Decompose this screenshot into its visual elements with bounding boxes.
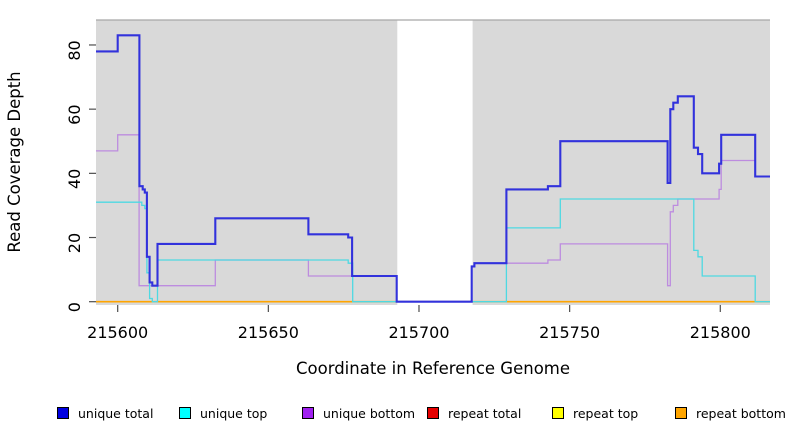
legend-swatch-repeat-top [552, 407, 564, 419]
axis-tick-labels: 215600 215650 215700 215750 215800 0 20 40 60 80 [65, 40, 751, 342]
legend-swatch-unique-top [179, 407, 191, 419]
legend-label: repeat total [448, 405, 522, 421]
legend-swatch-repeat-bottom [675, 407, 687, 419]
legend-label: repeat bottom [696, 405, 786, 421]
y-axis-tick-label: 0 [65, 302, 84, 312]
axis-ticks [89, 44, 721, 312]
series-line-unique-total [96, 34, 770, 303]
y-axis-tick-label: 40 [65, 169, 84, 189]
y-axis-tick-label: 20 [65, 233, 84, 253]
legend-item-unique-bottom: unique bottom [302, 402, 415, 424]
legend-item-repeat-total: repeat total [427, 402, 521, 424]
legend-swatch-unique-total [57, 407, 69, 419]
x-axis-tick-label: 215700 [388, 323, 449, 342]
x-axis-tick-label: 215800 [690, 323, 751, 342]
series-line-unique-bottom [96, 134, 770, 303]
y-axis-title: Read Coverage Depth [5, 71, 24, 252]
legend-swatch-unique-bottom [302, 407, 314, 419]
y-axis-tick-label: 80 [65, 40, 84, 60]
legend-label: repeat top [573, 405, 639, 421]
series-lines [96, 34, 770, 303]
x-axis-tick-label: 215750 [539, 323, 600, 342]
legend-swatch-repeat-total [427, 407, 439, 419]
legend-label: unique top [200, 405, 268, 421]
gap-region [397, 20, 473, 305]
legend-item-repeat-top: repeat top [552, 402, 638, 424]
x-axis-tick-label: 215650 [238, 323, 299, 342]
y-axis-tick-label: 60 [65, 104, 84, 124]
legend-label: unique bottom [323, 405, 416, 421]
legend: unique total unique top unique bottom re… [0, 402, 792, 428]
legend-item-unique-total: unique total [57, 402, 153, 424]
legend-label: unique total [78, 405, 154, 421]
x-axis-title: Coordinate in Reference Genome [296, 359, 570, 378]
legend-item-repeat-bottom: repeat bottom [675, 402, 786, 424]
x-axis-tick-label: 215600 [87, 323, 148, 342]
legend-item-unique-top: unique top [179, 402, 267, 424]
